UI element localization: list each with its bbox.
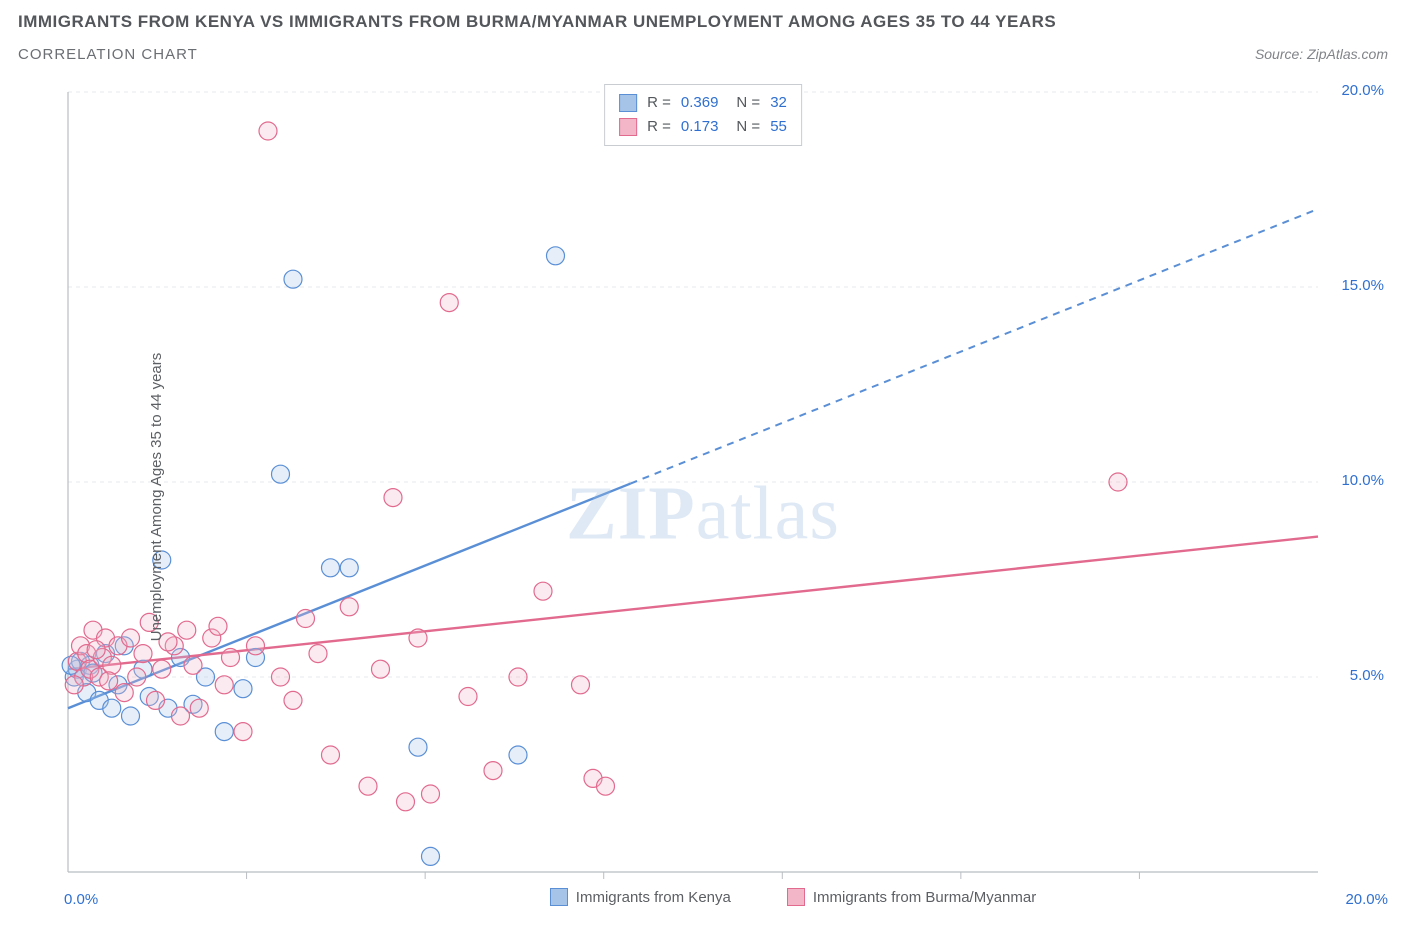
stats-legend: R = 0.369 N = 32 R = 0.173 N = 55 — [604, 84, 802, 146]
y-tick-10: 10.0% — [1341, 472, 1384, 489]
legend-swatch-kenya — [550, 888, 568, 906]
chart-area: Unemployment Among Ages 35 to 44 years Z… — [18, 82, 1388, 912]
y-tick-5: 5.0% — [1350, 667, 1384, 684]
legend-label-kenya: Immigrants from Kenya — [576, 889, 731, 906]
legend-label-burma: Immigrants from Burma/Myanmar — [813, 889, 1036, 906]
swatch-kenya — [619, 94, 637, 112]
y-tick-20: 20.0% — [1341, 82, 1384, 99]
swatch-burma — [619, 118, 637, 136]
source-attribution: Source: ZipAtlas.com — [1255, 46, 1388, 62]
chart-subtitle: CORRELATION CHART — [18, 46, 198, 63]
x-tick-1: 20.0% — [1345, 891, 1388, 908]
scatter-plot — [18, 82, 1388, 912]
stats-row-kenya: R = 0.369 N = 32 — [619, 91, 787, 115]
x-tick-0: 0.0% — [64, 891, 98, 908]
chart-title: IMMIGRANTS FROM KENYA VS IMMIGRANTS FROM… — [18, 12, 1388, 32]
y-axis-label: Unemployment Among Ages 35 to 44 years — [148, 353, 165, 642]
legend-swatch-burma — [787, 888, 805, 906]
stats-row-burma: R = 0.173 N = 55 — [619, 115, 787, 139]
bottom-legend: 0.0% Immigrants from Kenya Immigrants fr… — [18, 888, 1388, 906]
y-tick-15: 15.0% — [1341, 277, 1384, 294]
